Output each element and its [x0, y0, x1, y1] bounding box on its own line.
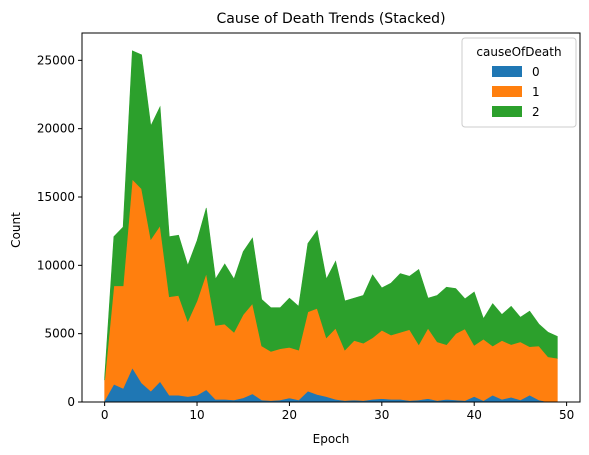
x-tick-label: 10 — [189, 408, 204, 422]
legend-swatch-2 — [492, 106, 522, 117]
x-tick-label: 50 — [559, 408, 574, 422]
legend-label-1: 1 — [532, 85, 540, 99]
area-series-2 — [104, 50, 558, 381]
legend-title: causeOfDeath — [476, 45, 561, 59]
x-tick-label: 30 — [374, 408, 389, 422]
chart-title: Cause of Death Trends (Stacked) — [216, 11, 445, 27]
legend-box — [461, 37, 577, 128]
y-tick-label: 10000 — [37, 258, 75, 272]
legend: causeOfDeath 0 1 2 — [461, 37, 577, 128]
legend-label-2: 2 — [532, 105, 540, 119]
y-tick-label: 0 — [67, 395, 75, 409]
legend-label-0: 0 — [532, 65, 540, 79]
x-axis-label: Epoch — [313, 432, 350, 446]
legend-swatch-0 — [492, 66, 522, 77]
x-tick-label: 40 — [467, 408, 482, 422]
x-tick-label: 0 — [101, 408, 109, 422]
y-tick-label: 15000 — [37, 190, 75, 204]
y-tick-label: 5000 — [44, 327, 75, 341]
y-tick-label: 20000 — [37, 122, 75, 136]
y-axis: 0 5000 10000 15000 20000 25000 — [37, 53, 82, 409]
x-tick-label: 20 — [282, 408, 297, 422]
legend-swatch-1 — [492, 86, 522, 97]
y-axis-label: Count — [9, 212, 23, 248]
plot-frame — [81, 32, 581, 403]
y-tick-label: 25000 — [37, 53, 75, 67]
x-axis: 0 10 20 30 40 50 — [101, 402, 574, 422]
